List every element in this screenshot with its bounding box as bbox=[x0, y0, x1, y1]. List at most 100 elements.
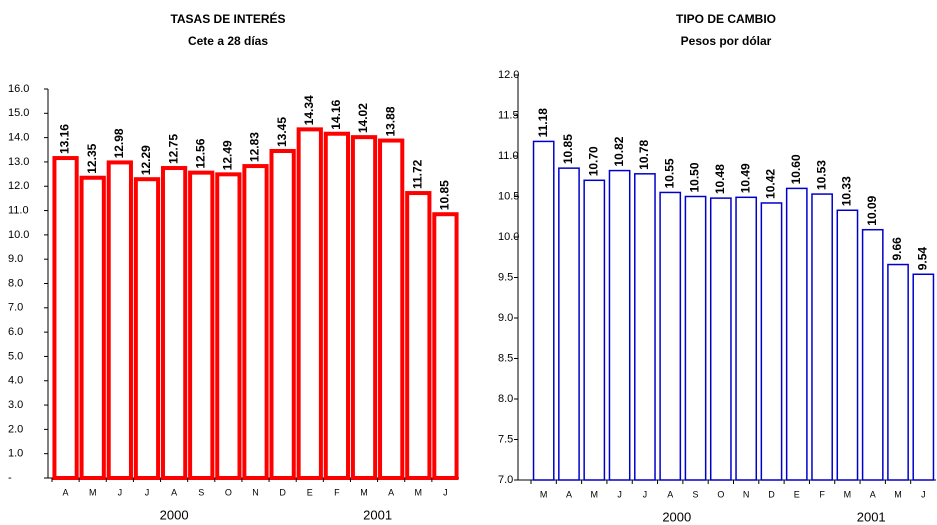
x-tick-label: M bbox=[540, 489, 548, 499]
bar bbox=[735, 196, 758, 481]
bar bbox=[709, 197, 732, 481]
x-tick-label: J bbox=[643, 489, 648, 499]
bar bbox=[296, 127, 323, 480]
value-label: 10.85 bbox=[438, 180, 452, 210]
value-label: 14.02 bbox=[356, 103, 370, 133]
value-label: 10.82 bbox=[612, 136, 626, 166]
value-label: 12.98 bbox=[112, 128, 126, 158]
bar bbox=[378, 138, 405, 480]
y-tick-label: 9.0 bbox=[8, 253, 23, 265]
y-tick-label: 10.0 bbox=[8, 229, 29, 241]
bar bbox=[558, 167, 580, 481]
x-tick-label: O bbox=[717, 489, 724, 499]
x-tick-label: M bbox=[894, 489, 902, 499]
y-tick-label: 2.0 bbox=[8, 423, 23, 435]
y-tick-label: 11.0 bbox=[498, 150, 519, 162]
y-tick-label: 9.0 bbox=[498, 312, 513, 324]
y-tick-label: 5.0 bbox=[8, 350, 23, 362]
x-tick-label: J bbox=[118, 487, 123, 497]
x-tick-label: A bbox=[388, 487, 394, 497]
bar bbox=[323, 131, 351, 481]
value-label: 10.09 bbox=[865, 195, 879, 225]
value-label: 13.88 bbox=[383, 106, 397, 136]
x-group-label: 2000 bbox=[662, 509, 691, 524]
bar bbox=[608, 169, 631, 481]
value-label: 11.18 bbox=[536, 108, 550, 138]
x-tick-label: A bbox=[870, 489, 876, 499]
x-tick-label: J bbox=[921, 489, 926, 499]
x-tick-label: S bbox=[693, 489, 699, 499]
x-tick-label: N bbox=[252, 487, 259, 497]
y-tick-label: 7.0 bbox=[8, 302, 23, 314]
y-tick-label: 16.0 bbox=[8, 83, 29, 95]
x-tick-label: E bbox=[307, 487, 313, 497]
y-tick-label: 11.0 bbox=[8, 204, 29, 216]
y-tick-label: 7.0 bbox=[498, 474, 513, 486]
chart-subtitle: Cete a 28 días bbox=[188, 34, 268, 48]
bar bbox=[912, 273, 935, 481]
y-tick-label: 6.0 bbox=[8, 326, 23, 338]
x-tick-label: F bbox=[334, 487, 340, 497]
bar bbox=[242, 164, 269, 480]
value-label: 9.54 bbox=[916, 247, 930, 271]
x-tick-label: M bbox=[591, 489, 599, 499]
bar bbox=[269, 148, 296, 480]
chart-title: TASAS DE INTERÉS bbox=[170, 11, 285, 26]
value-label: 10.33 bbox=[840, 176, 854, 206]
value-label: 10.50 bbox=[688, 162, 702, 192]
x-tick-label: M bbox=[89, 487, 97, 497]
bar bbox=[350, 135, 378, 480]
x-tick-label: N bbox=[743, 489, 750, 499]
y-tick-label: 12.0 bbox=[498, 69, 519, 81]
chart-subtitle: Pesos por dólar bbox=[681, 34, 772, 48]
value-label: 10.48 bbox=[713, 164, 727, 194]
x-tick-label: E bbox=[794, 489, 800, 499]
bar bbox=[785, 187, 808, 481]
x-group-label: 2001 bbox=[857, 509, 886, 524]
x-group-label: 2000 bbox=[160, 507, 189, 522]
value-label: 12.35 bbox=[85, 143, 99, 173]
bar bbox=[659, 191, 682, 481]
value-label: 10.42 bbox=[764, 169, 778, 199]
bar bbox=[887, 263, 909, 481]
value-label: 14.16 bbox=[329, 99, 343, 129]
value-label: 10.78 bbox=[637, 139, 651, 169]
bar bbox=[432, 212, 459, 480]
value-label: 11.72 bbox=[410, 159, 424, 189]
bar bbox=[532, 140, 555, 481]
value-label: 10.85 bbox=[561, 134, 575, 164]
value-label: 10.55 bbox=[662, 158, 676, 188]
y-tick-label: 12.0 bbox=[8, 180, 29, 192]
bar bbox=[583, 179, 606, 481]
value-label: 12.83 bbox=[248, 132, 262, 162]
bar bbox=[79, 175, 106, 480]
bar bbox=[405, 191, 432, 480]
value-label: 10.60 bbox=[789, 154, 803, 184]
x-tick-label: A bbox=[171, 487, 177, 497]
y-tick-label: - bbox=[8, 472, 12, 484]
value-label: 10.53 bbox=[814, 160, 828, 190]
bar bbox=[861, 228, 884, 481]
x-tick-label: A bbox=[63, 487, 69, 497]
y-tick-label: 9.5 bbox=[498, 271, 513, 283]
x-tick-label: J bbox=[145, 487, 150, 497]
value-label: 9.66 bbox=[890, 237, 904, 261]
y-tick-label: 7.5 bbox=[498, 433, 513, 445]
y-tick-label: 14.0 bbox=[8, 132, 29, 144]
bar bbox=[160, 166, 188, 480]
x-tick-label: F bbox=[819, 489, 825, 499]
y-tick-label: 8.0 bbox=[8, 277, 23, 289]
value-label: 10.70 bbox=[586, 146, 600, 176]
x-tick-label: A bbox=[667, 489, 673, 499]
x-tick-label: M bbox=[415, 487, 423, 497]
bar bbox=[760, 202, 783, 481]
y-tick-label: 10.0 bbox=[498, 231, 519, 243]
x-tick-label: M bbox=[844, 489, 852, 499]
bar bbox=[133, 177, 161, 480]
y-tick-label: 4.0 bbox=[8, 375, 23, 387]
x-tick-label: D bbox=[768, 489, 775, 499]
x-tick-label: J bbox=[443, 487, 448, 497]
value-label: 13.16 bbox=[58, 124, 72, 154]
y-tick-label: 10.5 bbox=[498, 190, 519, 202]
